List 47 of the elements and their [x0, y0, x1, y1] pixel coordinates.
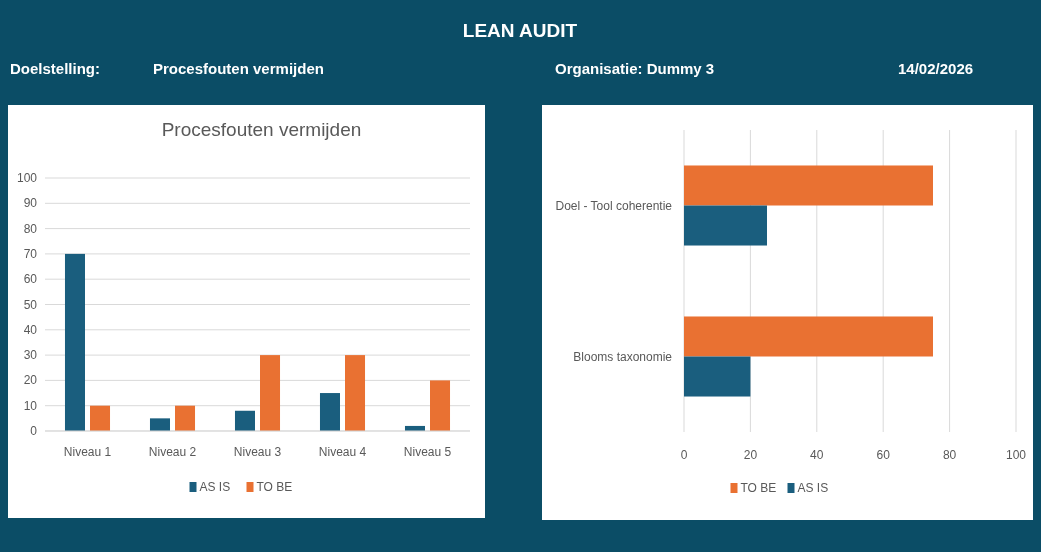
bar [260, 355, 281, 431]
x-tick-label: Niveau 1 [63, 445, 112, 459]
bar [90, 405, 111, 431]
bar [430, 380, 451, 431]
bar [149, 418, 170, 431]
legend-label: TO BE [740, 481, 777, 495]
y-tick-label: 10 [23, 398, 38, 413]
bar [64, 253, 85, 431]
chart-title: Procesfouten vermijden [161, 119, 362, 140]
y-tick-label: 40 [23, 322, 38, 337]
y-tick-label: 100 [16, 171, 38, 185]
text: Procesfouten vermijden [153, 60, 324, 77]
bar [345, 355, 366, 431]
y-tick-label: 80 [23, 221, 38, 236]
y-tick-label: 20 [23, 373, 38, 388]
bar [234, 410, 255, 431]
text: Organisatie: Dummy 3 [555, 60, 715, 77]
bar [684, 356, 751, 397]
y-tick-label: 30 [23, 348, 38, 363]
bar [175, 405, 196, 431]
x-tick-label: Niveau 4 [318, 445, 367, 459]
text: 14/02/2026 [898, 60, 974, 77]
x-tick-label: 60 [876, 448, 891, 462]
text: Doelstelling: [10, 60, 101, 77]
y-tick-label: 90 [23, 196, 38, 211]
x-tick-label: 100 [1005, 448, 1027, 462]
y-tick-label: Doel - Tool coherentie [555, 198, 673, 213]
y-tick-label: 60 [23, 272, 38, 287]
x-tick-label: Niveau 5 [403, 445, 452, 459]
y-tick-label: 70 [23, 246, 38, 261]
legend-label: AS IS [797, 481, 829, 495]
text: LEAN AUDIT [462, 20, 578, 41]
y-tick-label: 0 [30, 424, 38, 438]
x-tick-label: Niveau 2 [148, 445, 197, 459]
x-tick-label: 0 [680, 448, 688, 462]
bar [684, 165, 933, 206]
legend-label: AS IS [199, 480, 231, 494]
bar [319, 393, 340, 431]
bar [684, 205, 767, 246]
legend-label: TO BE [256, 480, 293, 494]
x-tick-label: 40 [810, 448, 824, 462]
x-tick-label: 20 [743, 448, 758, 462]
x-tick-label: Niveau 3 [233, 445, 282, 459]
bar [684, 316, 933, 357]
y-tick-label: 50 [23, 297, 38, 312]
y-tick-label: Blooms taxonomie [573, 349, 673, 364]
x-tick-label: 80 [942, 448, 957, 462]
